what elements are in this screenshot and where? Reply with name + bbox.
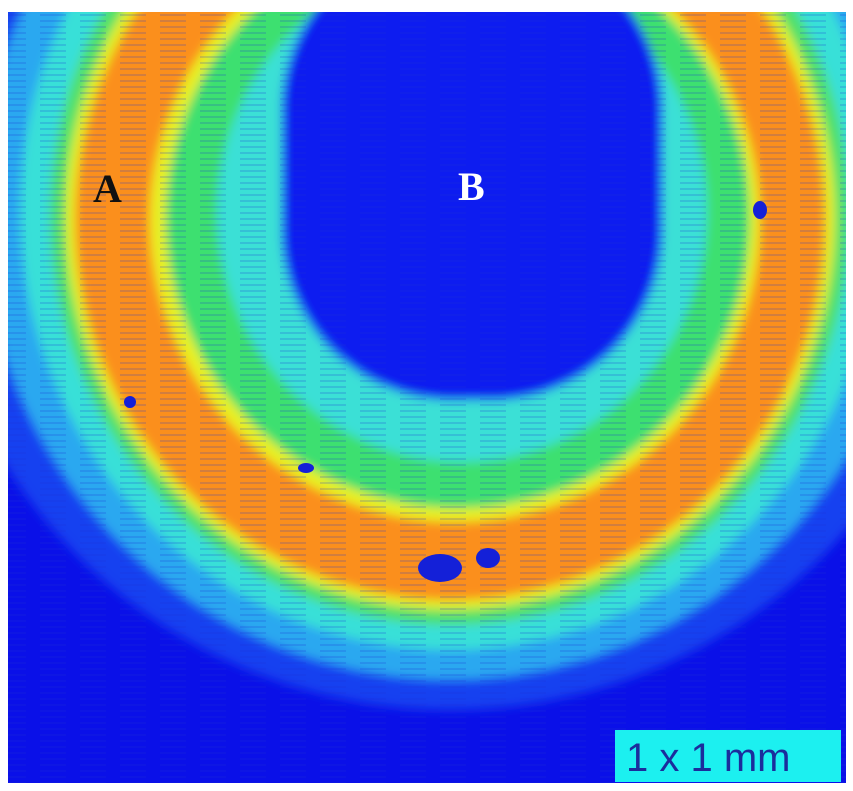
scale-box xyxy=(615,730,841,782)
scale-label: 1 x 1 mm xyxy=(626,736,790,780)
defects xyxy=(124,201,767,582)
scan-lines xyxy=(8,12,846,783)
label-b: B xyxy=(458,164,485,209)
label-a: A xyxy=(93,166,122,211)
